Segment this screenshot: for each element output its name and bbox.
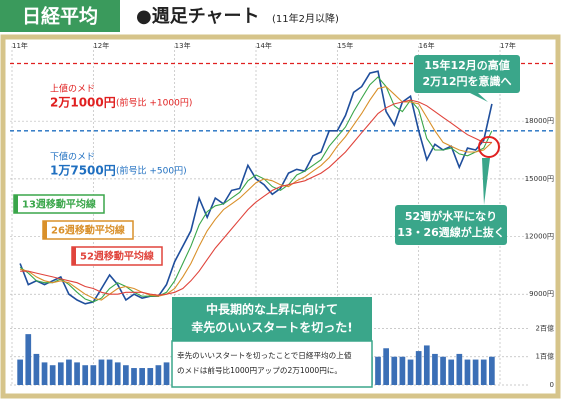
volume-bar bbox=[456, 353, 463, 385]
volume-bar bbox=[139, 368, 145, 385]
volume-bar bbox=[66, 359, 72, 385]
volume-bar bbox=[131, 368, 137, 385]
volume-bar bbox=[440, 356, 446, 385]
x-tick-label: 12年 bbox=[93, 41, 109, 50]
volume-bar bbox=[57, 362, 64, 385]
volume-bar bbox=[448, 359, 455, 385]
headline: 幸先のいいスタートを切った! bbox=[191, 320, 352, 335]
headline: 中長期的な上昇に向けて bbox=[206, 302, 338, 317]
lower-note: (前号比 +500円) bbox=[116, 165, 187, 177]
volume-bar bbox=[123, 365, 129, 385]
body-text: 幸先のいいスタートを切ったことで日経平均の上値 bbox=[177, 350, 352, 360]
body-box bbox=[171, 340, 373, 388]
y-tick-label: 12000円 bbox=[525, 233, 554, 241]
x-tick-label: 11年 bbox=[12, 41, 28, 50]
callout-pointer bbox=[470, 93, 488, 102]
legend-swatch bbox=[43, 221, 47, 239]
subtitle: (11年2月以降) bbox=[272, 12, 339, 25]
volume-bar bbox=[472, 359, 479, 385]
upper-title: 上値のメド bbox=[50, 83, 95, 95]
highlight-circle bbox=[478, 136, 500, 158]
upper-note: (前号比 +1000円) bbox=[116, 97, 192, 109]
volume-bar bbox=[33, 353, 40, 385]
legend-swatch bbox=[72, 247, 76, 265]
y2-tick-label: 1百億 bbox=[536, 352, 554, 361]
lower-title: 下値のメド bbox=[50, 151, 95, 163]
volume-bar bbox=[74, 362, 80, 385]
callout-text: 13・26週線が上抜く bbox=[397, 225, 505, 239]
volume-bar bbox=[432, 353, 438, 385]
volume-bar bbox=[415, 351, 422, 385]
headline-box bbox=[172, 297, 372, 341]
y2-tick-label: 0 bbox=[550, 381, 554, 389]
callout-pointer bbox=[482, 158, 490, 205]
legend-label: 13週移動平均線 bbox=[22, 198, 96, 211]
volume-bar bbox=[399, 356, 406, 385]
legend-label: 52週移動平均線 bbox=[80, 250, 154, 263]
callout-box bbox=[414, 55, 520, 93]
callout-text: 52週が水平になり bbox=[405, 209, 497, 223]
volume-bar bbox=[375, 356, 381, 385]
volume-bar bbox=[82, 365, 89, 385]
volume-bar bbox=[480, 359, 487, 385]
volume-bar bbox=[423, 345, 430, 385]
volume-bar bbox=[147, 368, 154, 385]
y-tick-label: 9000円 bbox=[529, 290, 554, 298]
volume-bar bbox=[98, 359, 105, 385]
price-line bbox=[19, 70, 493, 305]
x-tick-label: 15年 bbox=[337, 41, 353, 50]
volume-bar bbox=[90, 365, 97, 385]
moving-average-line bbox=[19, 85, 493, 301]
y2-tick-label: 2百億 bbox=[536, 323, 554, 332]
legend-swatch bbox=[14, 195, 18, 213]
y-tick-label: 18000円 bbox=[525, 117, 554, 125]
volume-bar bbox=[163, 362, 170, 385]
legend-label: 26週移動平均線 bbox=[51, 224, 125, 237]
body-text: のメドは前号比1000円アップの2万1000円に。 bbox=[177, 365, 342, 375]
callout-box bbox=[395, 205, 507, 245]
volume-bar bbox=[49, 365, 56, 385]
volume-bar bbox=[114, 362, 121, 385]
volume-bar bbox=[407, 359, 414, 385]
callout-text: 2万12円を意識へ bbox=[423, 74, 512, 88]
volume-bar bbox=[383, 348, 389, 385]
plot: 11年 12年 13年 14年 15年 16年 17年 9000円 12000円 15000円 18… bbox=[10, 41, 554, 389]
volume-bar bbox=[41, 362, 48, 385]
upper-value: 2万1000円 bbox=[50, 96, 116, 110]
x-tick-label: 13年 bbox=[175, 41, 191, 50]
lower-value: 1万7500円 bbox=[50, 164, 116, 178]
y-tick-label: 15000円 bbox=[525, 175, 554, 183]
badge: 日経平均 bbox=[22, 5, 98, 28]
volume-bar bbox=[17, 359, 23, 385]
overlay: 15年12月の高値 2万12円を意識へ 52週が水平になり 13・26週線が上抜… bbox=[50, 55, 520, 388]
volume-bar bbox=[106, 359, 113, 385]
moving-average-line bbox=[20, 99, 492, 296]
callout-text: 15年12月の高値 bbox=[424, 58, 510, 72]
x-tick-label: 14年 bbox=[256, 41, 272, 50]
volume-bar bbox=[391, 356, 398, 385]
x-tick-label: 17年 bbox=[500, 41, 516, 50]
volume-bar bbox=[489, 356, 495, 385]
x-tick-label: 16年 bbox=[419, 41, 435, 50]
title: ●週足チャート bbox=[136, 6, 260, 27]
volume-bar bbox=[464, 359, 471, 385]
badge-bg bbox=[0, 0, 120, 32]
volume-bar bbox=[155, 365, 162, 385]
volume-bar bbox=[25, 334, 32, 385]
